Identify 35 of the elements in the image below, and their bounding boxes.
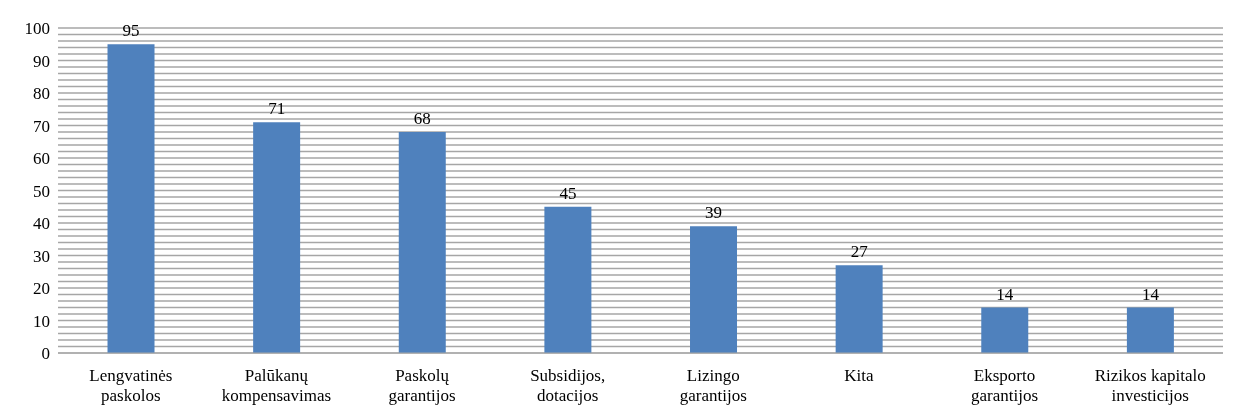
y-tick-label: 70 [33,116,50,136]
data-label: 14 [1141,284,1160,304]
data-label: 14 [996,284,1014,304]
bar [398,132,446,353]
y-tick-label: 10 [33,311,50,331]
data-label: 39 [705,203,723,223]
x-tick-label: Paskolų garantijos [388,366,456,405]
y-tick-label: 40 [33,214,50,234]
y-tick-label: 80 [33,84,50,104]
x-tick-label: Palūkanų kompensavimas [221,366,332,405]
data-label: 71 [268,99,286,119]
x-tick-label: Lengvatinės paskolos [89,366,173,405]
y-tick-label: 100 [24,19,50,39]
y-tick-label: 30 [33,246,50,266]
x-tick-label: Lizingo garantijos [679,366,747,405]
y-tick-label: 90 [33,51,50,71]
data-label: 68 [413,109,431,128]
data-label: 45 [559,183,577,203]
bar [544,206,592,353]
x-tick-label: Rizikos kapitalo investicijos [1094,366,1206,405]
bar [981,307,1029,353]
bar [107,44,155,353]
bar [1126,307,1174,353]
data-label: 27 [850,242,869,262]
x-tick-label: Subsidijos, dotacijos [530,366,606,405]
x-tick-label: Kita [844,366,875,385]
y-tick-label: 0 [41,344,50,364]
y-tick-label: 60 [33,149,50,169]
bar [690,226,738,353]
bar [835,265,883,353]
y-tick-label: 50 [33,181,50,201]
bar [253,122,301,353]
data-label: 95 [122,21,140,41]
x-tick-label: Eksporto garantijos [971,366,1039,405]
y-tick-label: 20 [33,279,50,299]
